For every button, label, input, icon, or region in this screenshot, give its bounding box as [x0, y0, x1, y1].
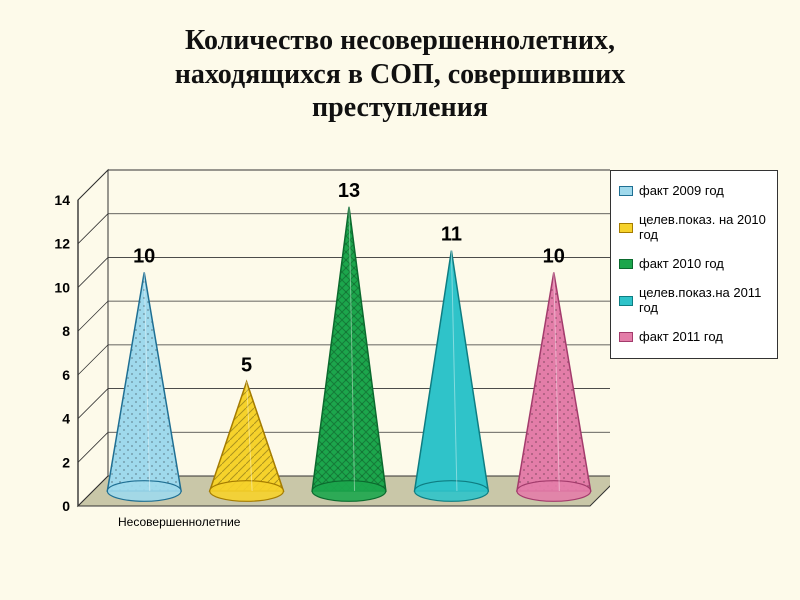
- legend: факт 2009 год целев.показ. на 2010 год ф…: [610, 170, 778, 359]
- legend-label: факт 2010 год: [639, 257, 724, 272]
- svg-text:10: 10: [54, 279, 70, 295]
- svg-text:10: 10: [133, 245, 155, 267]
- legend-swatch: [619, 296, 633, 306]
- svg-text:6: 6: [62, 367, 70, 383]
- title-line-2: находящихся в СОП, совершивших: [40, 58, 760, 92]
- svg-text:0: 0: [62, 498, 70, 514]
- svg-text:13: 13: [338, 180, 360, 202]
- legend-label: факт 2011 год: [639, 330, 723, 345]
- svg-text:12: 12: [54, 236, 70, 252]
- legend-label: целев.показ.на 2011 год: [639, 286, 769, 316]
- legend-label: целев.показ. на 2010 год: [639, 213, 769, 243]
- svg-text:5: 5: [241, 355, 252, 377]
- legend-item: целев.показ.на 2011 год: [615, 279, 773, 323]
- cone-chart: 0 2 4 6 8 10 12 14 10 5 13 11 10 Несовершеннолетние: [30, 160, 610, 540]
- title-line-1: Количество несовершеннолетних,: [40, 24, 760, 58]
- legend-item: факт 2011 год: [615, 323, 773, 352]
- legend-label: факт 2009 год: [639, 184, 724, 199]
- svg-text:8: 8: [62, 323, 70, 339]
- svg-text:11: 11: [441, 224, 462, 246]
- legend-swatch: [619, 223, 633, 233]
- title-line-3: преступления: [40, 91, 760, 125]
- legend-swatch: [619, 259, 633, 269]
- legend-item: целев.показ. на 2010 год: [615, 206, 773, 250]
- svg-text:14: 14: [54, 192, 70, 208]
- legend-swatch: [619, 332, 633, 342]
- svg-text:Несовершеннолетние: Несовершеннолетние: [118, 515, 241, 529]
- legend-swatch: [619, 186, 633, 196]
- svg-text:4: 4: [62, 411, 70, 427]
- slide: Количество несовершеннолетних, находящих…: [0, 0, 800, 600]
- legend-item: факт 2010 год: [615, 250, 773, 279]
- svg-text:10: 10: [543, 245, 565, 267]
- legend-item: факт 2009 год: [615, 177, 773, 206]
- chart-area: 0 2 4 6 8 10 12 14 10 5 13 11 10 Несовершеннолетние: [30, 160, 610, 540]
- slide-title: Количество несовершеннолетних, находящих…: [0, 0, 800, 135]
- svg-text:2: 2: [62, 454, 70, 470]
